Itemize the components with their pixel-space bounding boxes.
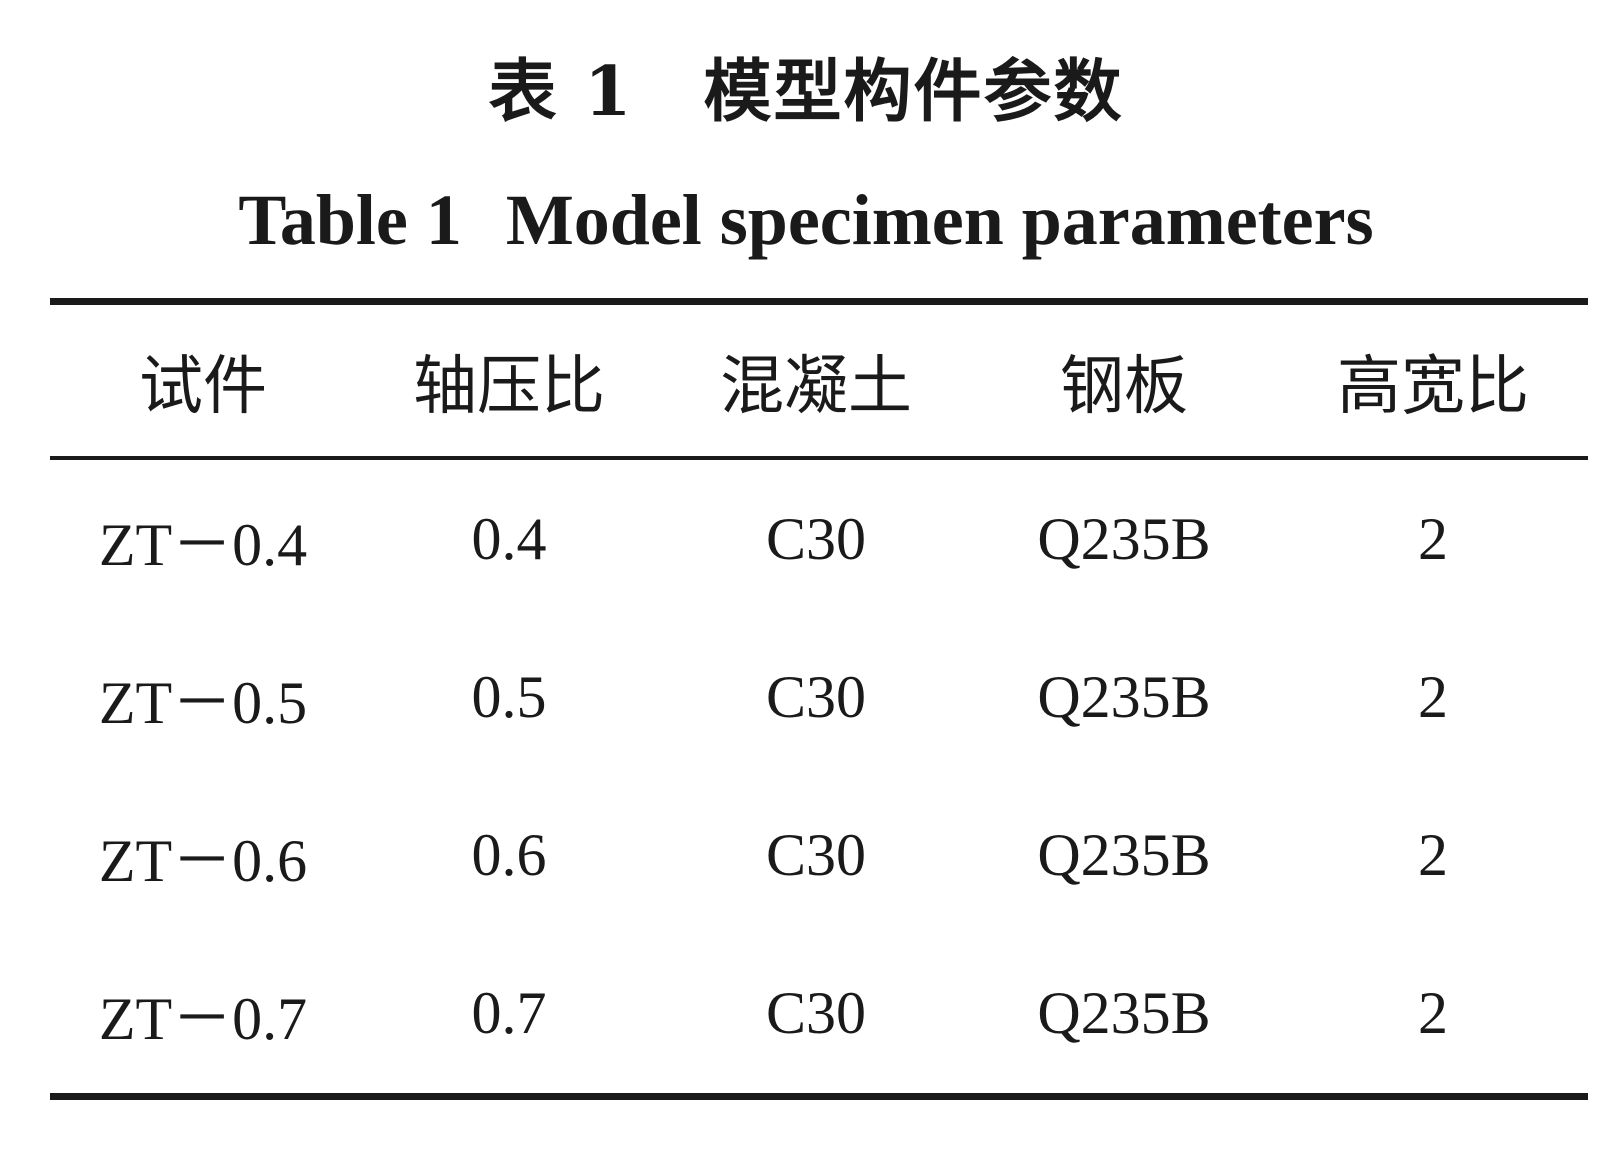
- table-row: ZT－0.5 0.5 C30 Q235B 2: [50, 618, 1588, 776]
- cell-steel-plate: Q235B: [1037, 663, 1211, 730]
- specimen-parameters-table: 试件 轴压比 混凝土 钢板 高宽比 ZT－0.4 0.4 C30 Q235B 2…: [50, 305, 1588, 1092]
- cell-specimen: ZT－0.6: [98, 827, 308, 894]
- cell-axial-compression-ratio: 0.4: [471, 505, 547, 572]
- table-header-row: 试件 轴压比 混凝土 钢板 高宽比: [50, 305, 1588, 456]
- cell-concrete: C30: [765, 663, 867, 730]
- header-axial-compression-ratio: 轴压比: [413, 349, 605, 424]
- table-row: ZT－0.4 0.4 C30 Q235B 2: [50, 456, 1588, 618]
- bottom-rule: [50, 1093, 1588, 1100]
- table-title-english: Table 1 Model specimen parameters: [0, 184, 1612, 256]
- cell-aspect-ratio: 2: [1418, 821, 1448, 888]
- cell-steel-plate: Q235B: [1037, 505, 1211, 572]
- cell-specimen: ZT－0.5: [98, 669, 308, 736]
- cell-steel-plate: Q235B: [1037, 821, 1211, 888]
- header-steel-plate: 钢板: [1060, 349, 1188, 424]
- cell-aspect-ratio: 2: [1418, 663, 1448, 730]
- top-rule: [50, 298, 1588, 305]
- cell-steel-plate: Q235B: [1037, 979, 1211, 1046]
- table-row: ZT－0.7 0.7 C30 Q235B 2: [50, 934, 1588, 1092]
- header-specimen: 试件: [139, 349, 267, 424]
- cell-axial-compression-ratio: 0.6: [471, 821, 547, 888]
- cell-axial-compression-ratio: 0.5: [471, 663, 547, 730]
- cell-concrete: C30: [765, 979, 867, 1046]
- table-title-english-label: Table 1: [238, 180, 462, 260]
- cell-aspect-ratio: 2: [1418, 979, 1448, 1046]
- cell-aspect-ratio: 2: [1418, 505, 1448, 572]
- cell-concrete: C30: [765, 505, 867, 572]
- header-concrete: 混凝土: [720, 349, 912, 424]
- cell-axial-compression-ratio: 0.7: [471, 979, 547, 1046]
- cell-specimen: ZT－0.4: [98, 511, 308, 578]
- table-title-chinese: 表 1 模型构件参数: [488, 52, 1124, 132]
- cell-specimen: ZT－0.7: [98, 985, 308, 1052]
- table-title-english-text: Model specimen parameters: [505, 180, 1374, 260]
- cell-concrete: C30: [765, 821, 867, 888]
- header-aspect-ratio: 高宽比: [1337, 349, 1529, 424]
- table-row: ZT－0.6 0.6 C30 Q235B 2: [50, 776, 1588, 934]
- header-rule: [50, 456, 1588, 460]
